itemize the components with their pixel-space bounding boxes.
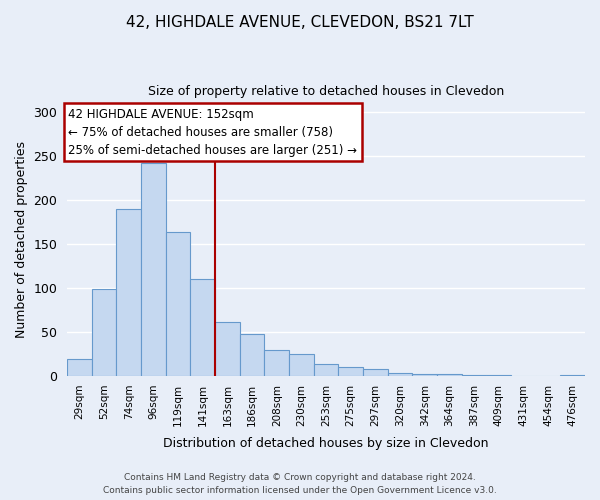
Bar: [116, 209, 141, 376]
Bar: [412, 374, 437, 376]
Bar: [388, 372, 412, 376]
Text: Contains HM Land Registry data © Crown copyright and database right 2024.
Contai: Contains HM Land Registry data © Crown c…: [103, 474, 497, 495]
Bar: [314, 364, 338, 376]
Bar: [437, 374, 462, 376]
Bar: [560, 375, 585, 376]
Bar: [289, 354, 314, 376]
Y-axis label: Number of detached properties: Number of detached properties: [15, 141, 28, 338]
Bar: [67, 358, 92, 376]
Bar: [487, 375, 511, 376]
Bar: [215, 322, 240, 376]
Text: 42, HIGHDALE AVENUE, CLEVEDON, BS21 7LT: 42, HIGHDALE AVENUE, CLEVEDON, BS21 7LT: [126, 15, 474, 30]
Bar: [265, 350, 289, 376]
Bar: [92, 289, 116, 376]
Bar: [141, 163, 166, 376]
Title: Size of property relative to detached houses in Clevedon: Size of property relative to detached ho…: [148, 85, 504, 98]
X-axis label: Distribution of detached houses by size in Clevedon: Distribution of detached houses by size …: [163, 437, 489, 450]
Bar: [462, 375, 487, 376]
Bar: [166, 232, 190, 376]
Bar: [240, 334, 265, 376]
Text: 42 HIGHDALE AVENUE: 152sqm
← 75% of detached houses are smaller (758)
25% of sem: 42 HIGHDALE AVENUE: 152sqm ← 75% of deta…: [68, 108, 358, 156]
Bar: [363, 369, 388, 376]
Bar: [338, 368, 363, 376]
Bar: [190, 280, 215, 376]
